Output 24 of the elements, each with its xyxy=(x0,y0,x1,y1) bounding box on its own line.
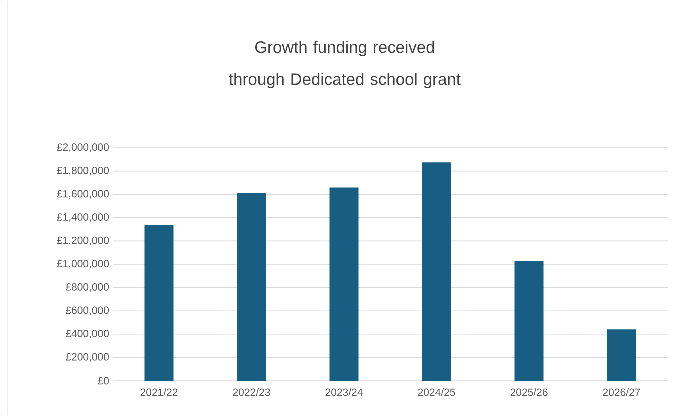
y-tick-label: £1,400,000 xyxy=(57,214,110,222)
y-tick-label: £400,000 xyxy=(66,330,110,339)
bar xyxy=(237,193,266,381)
y-tick-label: £600,000 xyxy=(66,306,110,316)
x-tick-label: 2026/27 xyxy=(603,388,640,396)
bar xyxy=(607,330,636,381)
bar xyxy=(144,225,174,381)
x-tick-label: 2021/22 xyxy=(140,388,178,396)
bar xyxy=(330,188,359,381)
y-tick-label: £200,000 xyxy=(66,353,110,362)
x-tick-label: 2023/24 xyxy=(326,388,363,396)
y-tick-label: £800,000 xyxy=(66,283,110,292)
y-tick-label: £0 xyxy=(98,377,110,385)
bar xyxy=(514,261,544,381)
bar xyxy=(422,162,452,381)
y-tick-label: £2,000,000 xyxy=(57,144,110,152)
y-tick-label: £1,000,000 xyxy=(57,260,110,269)
y-tick-label: £1,600,000 xyxy=(57,190,110,199)
x-tick-label: 2022/23 xyxy=(233,388,270,396)
y-tick-label: £1,200,000 xyxy=(57,236,110,246)
chart-title: Growth funding received through Dedicated school grant xyxy=(229,41,461,88)
x-tick-label: 2025/26 xyxy=(510,388,548,396)
x-tick-label: 2024/25 xyxy=(418,388,456,396)
y-tick-label: £1,800,000 xyxy=(57,166,110,176)
